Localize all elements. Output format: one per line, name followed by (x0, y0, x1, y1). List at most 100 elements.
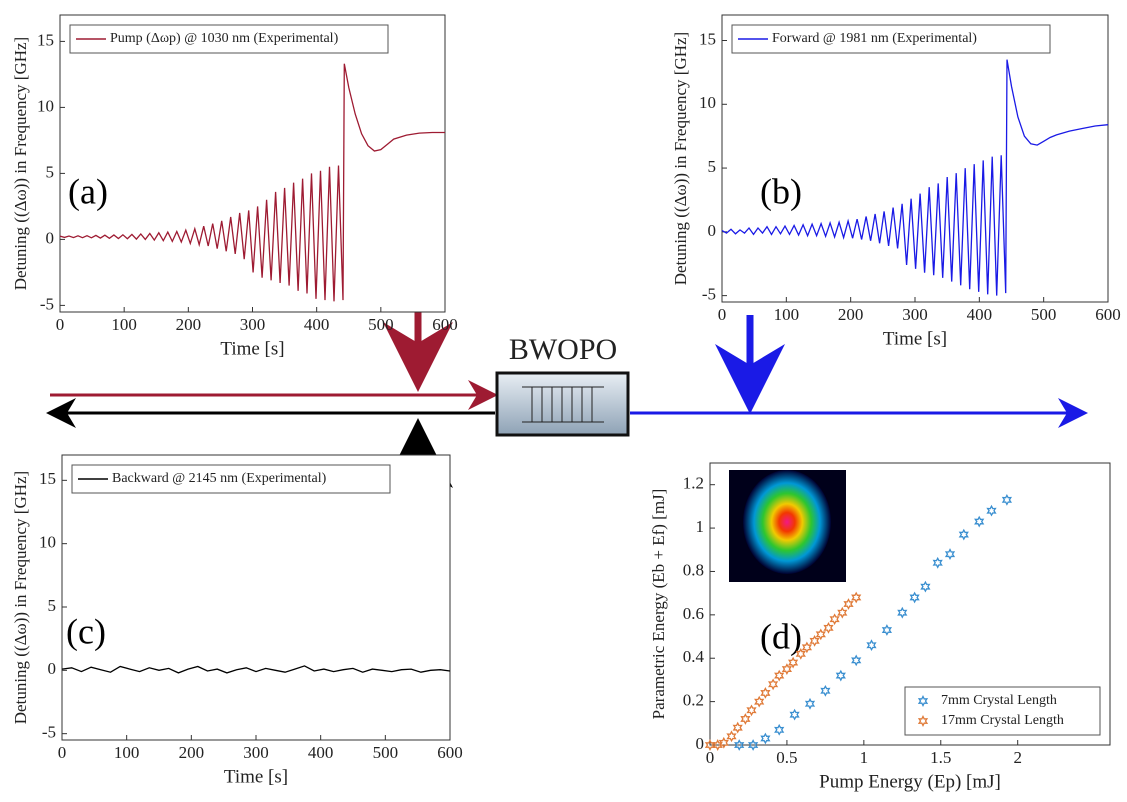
data-point (787, 656, 799, 669)
legend-box (904, 686, 1101, 736)
crystal-grating (522, 386, 604, 423)
y-tick-label: 1.2 (683, 474, 704, 493)
y-tick-label: 5 (708, 157, 717, 176)
y-tick-label: 10 (39, 533, 56, 552)
data-point (809, 635, 820, 647)
y-axis-label: Parametric Energy (Eb + Ef) [mJ] (649, 489, 668, 720)
y-tick-label: 5 (48, 596, 57, 615)
x-tick-label: 0 (718, 305, 727, 324)
data-point (866, 639, 877, 652)
y-tick-label: 0 (696, 734, 705, 753)
x-tick-label: 600 (437, 743, 463, 762)
data-point (974, 515, 985, 528)
x-tick-label: 400 (304, 315, 330, 334)
y-tick-label: 10 (37, 96, 54, 115)
data-point (760, 732, 771, 745)
y-tick-label: 15 (37, 30, 54, 49)
data-point (767, 678, 779, 691)
legend: Pump (Δωp) @ 1030 nm (Experimental) (69, 24, 389, 54)
data-point (829, 613, 840, 626)
x-axis-label: Time [s] (883, 328, 947, 349)
y-axis-label: Detuning ((Δω)) in Frequency [GHz] (671, 32, 690, 285)
y-tick-label: 1 (696, 517, 705, 536)
beam-spot (743, 470, 831, 574)
x-tick-label: 200 (176, 315, 202, 334)
x-tick-label: 100 (774, 305, 800, 324)
x-tick-label: 500 (368, 315, 394, 334)
y-tick-label: 0 (48, 659, 57, 678)
x-axis-label: Time [s] (224, 766, 288, 787)
y-tick-label: 0.8 (683, 560, 704, 579)
chart: 0 0.5 1 1.5 2 0 0.2 0.4 0.6 0.8 1 1.2 Pump Energy (E… (649, 462, 1111, 792)
y-tick-label: 15 (39, 469, 56, 488)
x-tick-label: 2 (1013, 748, 1022, 767)
x-axis-label: Pump Energy (Ep) [mJ] (819, 771, 1001, 792)
data-point (944, 548, 956, 561)
legend-label: 7mm Crystal Length (941, 693, 1057, 708)
panel-label: (d) (760, 616, 802, 656)
x-tick-label: 600 (432, 315, 458, 334)
y-axis-label: Detuning ((Δω)) in Frequency [GHz] (11, 471, 30, 724)
data-point (837, 606, 848, 619)
data-point (789, 708, 800, 721)
legend-box (69, 24, 389, 54)
data-point (843, 598, 854, 610)
data-point (795, 648, 806, 660)
x-axis-label: Time [s] (220, 338, 284, 359)
x-tick-label: 300 (243, 743, 269, 762)
y-tick-label: 0 (46, 228, 55, 247)
data-point (835, 669, 846, 682)
y-tick-label: 0.2 (683, 691, 704, 710)
data-point (774, 669, 785, 682)
data-point (760, 686, 771, 699)
panel-label: (c) (66, 611, 106, 651)
panel-label: (b) (760, 171, 802, 211)
panel-label: (a) (68, 171, 108, 211)
y-tick-label: -5 (42, 723, 56, 742)
crystal-label: BWOPO (509, 333, 617, 366)
y-tick-label: 0 (708, 221, 717, 240)
data-point (909, 591, 920, 604)
data-point (897, 606, 908, 619)
data-point (804, 697, 816, 710)
x-tick-label: 500 (373, 743, 399, 762)
data-point (920, 580, 931, 593)
data-point (781, 663, 793, 676)
x-tick-label: 300 (902, 305, 928, 324)
data-point (820, 684, 831, 697)
y-tick-label: 5 (46, 162, 55, 181)
x-tick-label: 400 (308, 743, 334, 762)
data-point (734, 739, 745, 751)
data-point (801, 641, 813, 654)
legend-box (731, 24, 1051, 54)
x-tick-label: 400 (967, 305, 993, 324)
data-point (851, 654, 862, 667)
x-tick-label: 200 (838, 305, 864, 324)
data-point (774, 723, 785, 736)
legend-box (71, 464, 391, 494)
legend-label: Pump (Δωp) @ 1030 nm (Experimental) (110, 31, 339, 46)
x-tick-label: 0 (706, 748, 715, 767)
y-tick-label: 15 (699, 29, 716, 48)
x-tick-label: 500 (1031, 305, 1057, 324)
data-point (881, 624, 893, 636)
y-tick-label: 10 (699, 93, 716, 112)
data-point (726, 730, 737, 743)
y-tick-label: -5 (702, 285, 716, 304)
x-tick-label: 1.5 (930, 748, 951, 767)
data-line (61, 665, 451, 674)
legend-label: Forward @ 1981 nm (Experimental) (772, 31, 977, 46)
x-tick-label: 0 (58, 743, 67, 762)
legend-swatch (917, 695, 929, 707)
legend: Forward @ 1981 nm (Experimental) (731, 24, 1051, 54)
data-point (746, 704, 757, 717)
data-point (958, 528, 969, 541)
data-point (932, 556, 943, 569)
y-axis-label: Detuning ((Δω)) in Frequency [GHz] (11, 37, 30, 290)
plot-area (61, 454, 451, 741)
data-point (718, 736, 729, 749)
x-tick-label: 100 (114, 743, 140, 762)
data-point (986, 504, 997, 517)
